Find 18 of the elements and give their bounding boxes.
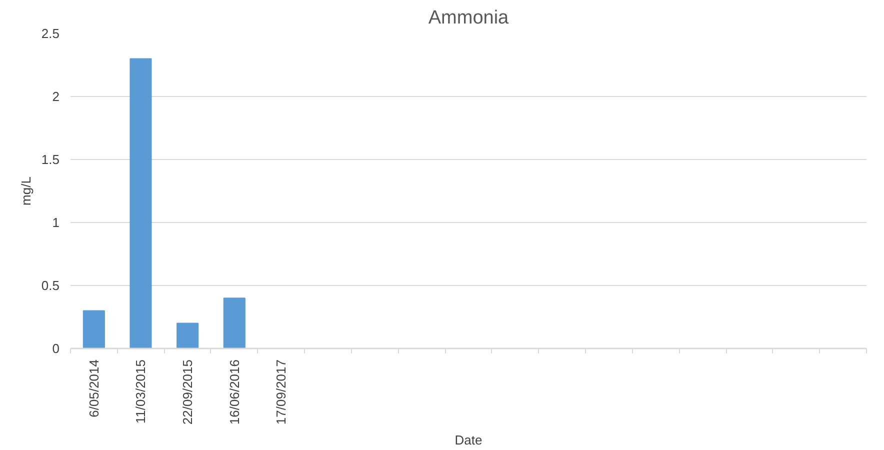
bar	[82, 310, 105, 348]
y-axis-title: mg/L	[18, 176, 34, 206]
x-tick-label: 11/03/2015	[133, 359, 148, 424]
y-tick-label: 2	[52, 89, 60, 104]
x-tick-label: 22/09/2015	[180, 359, 196, 425]
y-tick-label: 1	[52, 215, 60, 230]
x-tick-label: 6/05/2014	[86, 359, 102, 418]
y-tick-label: 0	[52, 341, 60, 356]
bar	[130, 58, 152, 348]
bar	[176, 322, 199, 348]
x-axis-title: Date	[454, 432, 482, 448]
y-tick-label: 0.5	[41, 278, 60, 293]
y-tick-label: 1.5	[41, 152, 60, 167]
y-tick-label: 2.5	[41, 26, 60, 41]
chart-title: Ammonia	[428, 8, 510, 28]
x-tick-label: 17/09/2017	[274, 359, 289, 425]
x-tick-label: 16/06/2016	[226, 359, 242, 425]
bar	[223, 298, 246, 348]
